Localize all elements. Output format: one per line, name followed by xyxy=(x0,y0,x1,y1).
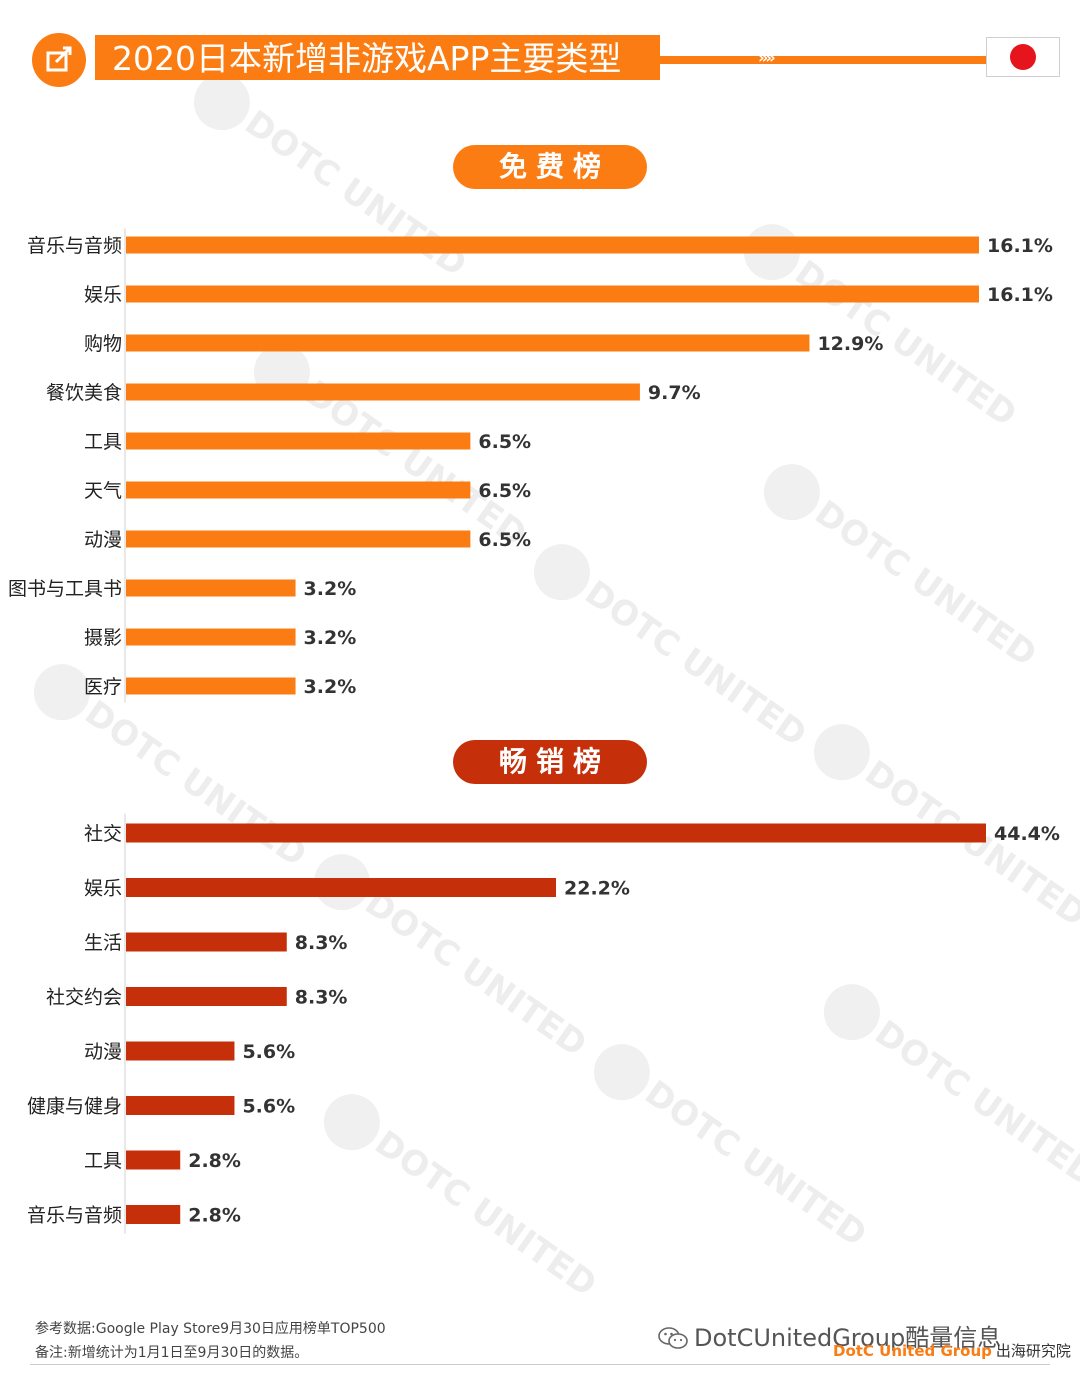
grossing-bar xyxy=(126,1205,181,1224)
grossing-category-label: 工具 xyxy=(84,1150,122,1172)
grossing-bar xyxy=(126,878,556,897)
wechat-account: DotCUnitedGroup酷量信息 xyxy=(658,1318,1001,1353)
grossing-bar xyxy=(126,1041,235,1061)
grossing-category-label: 娱乐 xyxy=(84,878,122,900)
flag-circle xyxy=(1010,44,1036,70)
wechat-icon xyxy=(658,1327,688,1349)
japan-flag-icon xyxy=(986,37,1060,77)
free-value-label: 6.5% xyxy=(478,480,531,502)
page-title: 2020日本新增非游戏APP主要类型 xyxy=(112,39,622,78)
chevron-right-icon: »» xyxy=(758,48,776,67)
grossing-value-label: 5.6% xyxy=(242,1041,295,1063)
wechat-label: DotCUnitedGroup酷量信息 xyxy=(694,1324,1002,1352)
grossing-value-label: 2.8% xyxy=(188,1205,241,1227)
free-value-label: 12.9% xyxy=(817,333,883,355)
grossing-bar xyxy=(126,1096,235,1115)
grossing-value-label: 22.2% xyxy=(564,878,630,900)
brand-en: DotC United Group xyxy=(833,1342,992,1360)
grossing-value-label: 2.8% xyxy=(188,1150,241,1172)
grossing-category-label: 社交 xyxy=(84,823,122,845)
remark-note: 备注:新增统计为1月1日至9月30日的数据。 xyxy=(35,1345,309,1361)
title-rule xyxy=(660,56,986,64)
free-chart-title: 免费榜 xyxy=(453,145,647,189)
free-category-label: 餐饮美食 xyxy=(46,382,122,404)
grossing-bar xyxy=(126,987,287,1006)
free-bar xyxy=(126,285,979,303)
header-badge xyxy=(32,33,86,87)
grossing-category-label: 动漫 xyxy=(84,1041,122,1063)
free-category-label: 医疗 xyxy=(84,676,122,698)
free-value-label: 16.1% xyxy=(987,284,1053,306)
free-bar xyxy=(126,481,471,499)
free-value-label: 3.2% xyxy=(304,627,357,649)
grossing-value-label: 8.3% xyxy=(295,987,348,1009)
free-bar xyxy=(126,383,640,401)
free-category-label: 图书与工具书 xyxy=(8,578,122,600)
free-bar xyxy=(126,432,471,450)
free-category-label: 娱乐 xyxy=(84,284,122,306)
free-value-label: 6.5% xyxy=(478,529,531,551)
free-bar xyxy=(126,236,979,254)
free-bar xyxy=(126,334,810,352)
grossing-bar xyxy=(126,1150,181,1170)
title-banner xyxy=(95,35,660,80)
free-value-label: 3.2% xyxy=(304,578,357,600)
free-category-label: 动漫 xyxy=(84,529,122,551)
free-bar xyxy=(126,677,296,695)
share-arrow-icon xyxy=(46,46,72,72)
free-value-label: 6.5% xyxy=(478,431,531,453)
free-value-label: 9.7% xyxy=(648,382,701,404)
free-category-label: 工具 xyxy=(84,431,122,453)
grossing-category-label: 生活 xyxy=(84,932,122,954)
grossing-value-label: 8.3% xyxy=(295,932,348,954)
source-note: 参考数据:Google Play Store9月30日应用榜单TOP500 xyxy=(35,1321,386,1337)
grossing-value-label: 44.4% xyxy=(994,823,1060,845)
brand-logo: DotC United Group 出海研究院 xyxy=(833,1340,1071,1361)
free-category-label: 天气 xyxy=(84,480,122,502)
free-category-label: 摄影 xyxy=(84,627,122,649)
free-value-label: 3.2% xyxy=(304,676,357,698)
free-bar xyxy=(126,628,296,646)
free-category-label: 音乐与音频 xyxy=(27,235,122,257)
grossing-chart-title: 畅销榜 xyxy=(453,740,647,784)
footer-divider xyxy=(30,1364,1050,1365)
brand-cn: 出海研究院 xyxy=(995,1342,1071,1360)
free-value-label: 16.1% xyxy=(987,235,1053,257)
grossing-bar xyxy=(126,932,287,952)
free-bar xyxy=(126,579,296,597)
grossing-category-label: 健康与健身 xyxy=(27,1096,122,1118)
grossing-category-label: 音乐与音频 xyxy=(27,1205,122,1227)
free-category-label: 购物 xyxy=(84,333,122,355)
grossing-category-label: 社交约会 xyxy=(46,987,122,1009)
grossing-bar xyxy=(126,823,986,843)
free-bar xyxy=(126,530,471,548)
grossing-value-label: 5.6% xyxy=(242,1096,295,1118)
